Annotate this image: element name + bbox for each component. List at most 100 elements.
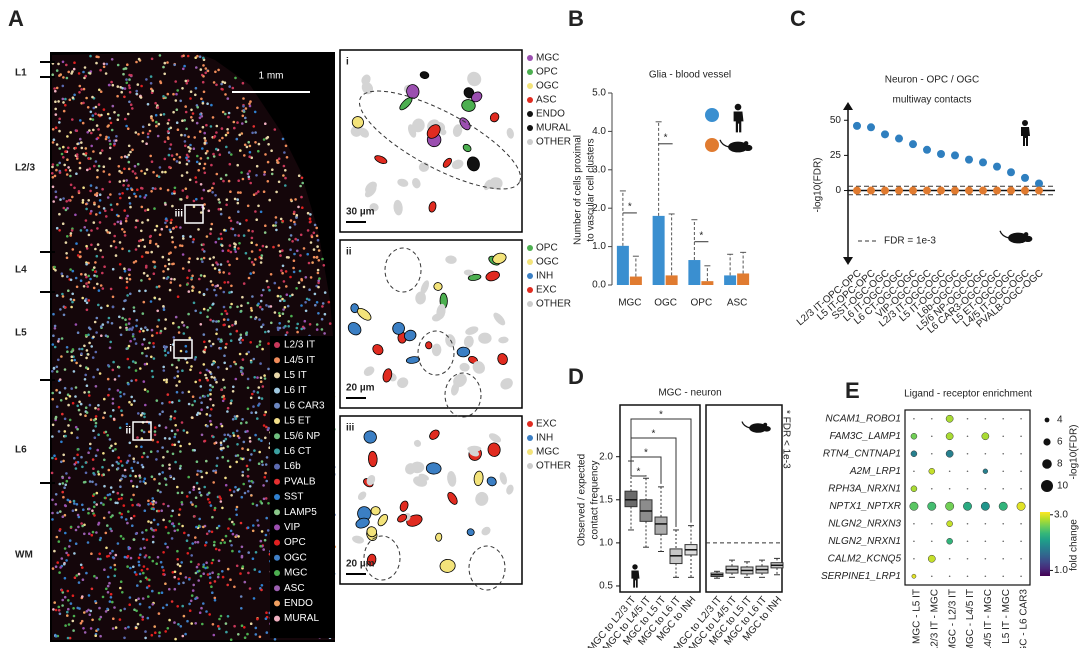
cell (150, 57, 154, 61)
cell (126, 294, 129, 297)
cell (254, 210, 257, 213)
cell (95, 275, 99, 278)
cell (205, 235, 209, 238)
contact-outline (417, 330, 455, 376)
cell (109, 498, 112, 501)
column-label: MGC - L6 CAR3 (1019, 589, 1030, 648)
cell (217, 573, 220, 576)
cell (221, 575, 225, 579)
cell (218, 201, 221, 204)
cell (161, 565, 164, 569)
cell (236, 443, 239, 446)
cell-blob (447, 491, 458, 505)
cell (87, 157, 91, 160)
y-tick-label: 2.0 (599, 451, 613, 462)
cell (315, 255, 319, 259)
cell (203, 141, 207, 145)
cell (199, 385, 203, 388)
cell (266, 160, 270, 164)
cell (143, 388, 147, 391)
cell (179, 625, 183, 628)
cell (315, 323, 319, 326)
cell (162, 572, 165, 576)
cell (111, 556, 115, 559)
insignificant-dot (948, 487, 951, 490)
cell (254, 433, 257, 437)
cell (202, 565, 205, 569)
cell (142, 451, 146, 455)
cell (191, 542, 194, 545)
cell (279, 295, 282, 298)
cell (224, 346, 227, 349)
cell (235, 564, 239, 568)
cell (203, 203, 206, 206)
cell (63, 486, 66, 490)
cell (141, 140, 144, 143)
cell (162, 365, 165, 369)
cell (151, 187, 155, 190)
cell (209, 423, 213, 426)
cell (192, 286, 195, 289)
cell (139, 367, 142, 370)
cell (250, 260, 254, 264)
layer-label: WM (15, 550, 33, 561)
cell (243, 626, 246, 629)
significance-label: * (637, 467, 641, 478)
cell (123, 95, 126, 99)
cell (257, 190, 260, 193)
cell (252, 263, 256, 266)
cell (85, 366, 88, 369)
cell (84, 219, 88, 222)
cell (163, 349, 167, 353)
cell (63, 163, 66, 167)
cell (168, 147, 172, 151)
cell (250, 241, 253, 244)
cell (215, 464, 219, 468)
cell (144, 194, 148, 197)
cell (70, 355, 74, 359)
x-tick-label: MGC (618, 298, 641, 309)
cell (111, 549, 114, 553)
cell (285, 285, 288, 288)
legend-swatch (527, 83, 533, 89)
cell (241, 114, 245, 118)
cell (66, 610, 69, 614)
legend-label: EXC (536, 419, 557, 430)
cell (174, 460, 177, 464)
cell (241, 358, 245, 361)
cell (118, 169, 121, 173)
legend-label: L5 IT (284, 370, 307, 381)
cell (140, 279, 143, 282)
cell-blob (473, 470, 484, 487)
cell (211, 263, 215, 267)
cell (242, 482, 245, 486)
cell (239, 421, 243, 425)
cell (131, 326, 135, 329)
cell (140, 413, 143, 417)
cell (211, 283, 214, 287)
cell (221, 80, 224, 84)
cell (262, 424, 266, 427)
cell-blob (355, 517, 370, 529)
cell (170, 429, 174, 433)
cell (223, 433, 226, 437)
cell (239, 369, 243, 373)
cell (134, 361, 137, 365)
cell (202, 572, 205, 575)
cell (246, 490, 250, 493)
cell (53, 87, 56, 90)
cell (216, 263, 219, 266)
cell (250, 411, 253, 415)
cell (88, 167, 92, 170)
cell (94, 385, 98, 388)
cell (236, 106, 239, 110)
cell-blob (506, 484, 514, 495)
cell (162, 95, 165, 98)
cell (89, 212, 92, 215)
cell (54, 457, 58, 461)
cell (203, 131, 206, 135)
cell (89, 184, 93, 187)
cell (247, 479, 251, 483)
cell (185, 153, 189, 157)
cell (179, 226, 182, 229)
